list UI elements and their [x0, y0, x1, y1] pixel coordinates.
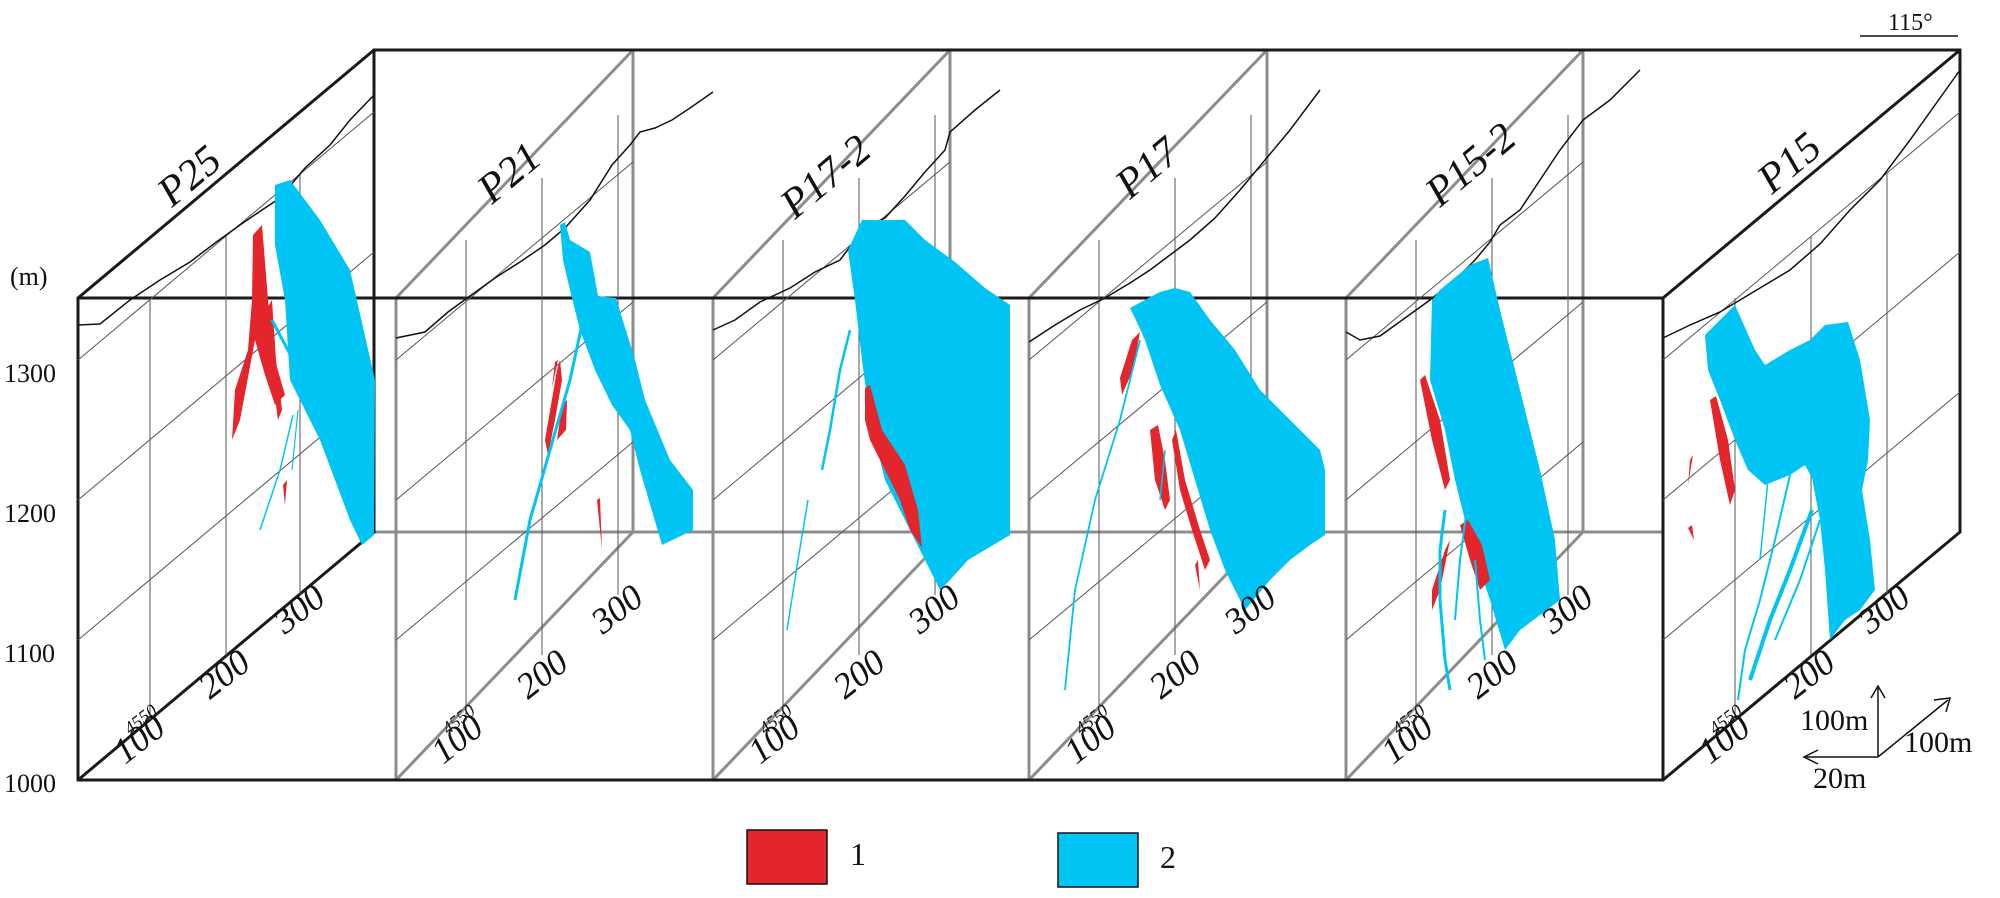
ore-bodies-p15: [1688, 305, 1875, 701]
orientation-label: 115°: [1888, 10, 1933, 36]
legend: 1 2: [746, 829, 1176, 888]
topographic-surface: [77, 69, 1961, 343]
distance-ticks-p17-2: 4550 100 200 300: [740, 577, 967, 772]
legend-swatch-2: [1057, 832, 1139, 888]
elevation-unit-label: (m): [10, 262, 48, 291]
scale-horizontal-label: 20m: [1813, 762, 1866, 795]
section-title-p21: P21: [468, 134, 550, 213]
distance-tick-100: 100: [740, 707, 807, 772]
legend-label-1: 1: [850, 836, 866, 872]
orientation-marker: 115°: [1860, 10, 1958, 37]
distance-tick-300: 300: [900, 577, 968, 642]
distance-tick-200: 200: [190, 642, 257, 707]
distance-tick-300: 300: [1216, 577, 1284, 642]
elevation-tick-1100: 1100: [4, 639, 55, 668]
legend-label-2: 2: [1160, 839, 1176, 875]
distance-tick-300: 300: [265, 577, 333, 642]
ore-bodies-p17: [1064, 288, 1325, 691]
elevation-tick-1300: 1300: [4, 359, 56, 388]
ore-bodies-p17-2: [786, 220, 1010, 631]
section-title-p15: P15: [1748, 124, 1830, 203]
distance-tick-200: 200: [1775, 642, 1842, 707]
distance-tick-100: 100: [423, 707, 490, 772]
scale-depth-label: 100m: [1904, 726, 1972, 759]
ore-bodies-p25: [232, 180, 375, 545]
distance-ticks-p15-2: 4550 100 200 300: [1373, 577, 1600, 772]
section-titles: P25 P21 P17-2 P17 P15-2 P15: [148, 114, 1830, 228]
distance-tick-100: 100: [1690, 707, 1757, 772]
distance-ticks-p15: 4550 100 200 300: [1690, 577, 1917, 772]
distance-ticks-p17: 4550 100 200 300: [1056, 577, 1283, 772]
elevation-tick-1000: 1000: [4, 769, 56, 798]
section-title-p17: P17: [1106, 128, 1190, 209]
scale-bar: [1802, 684, 1952, 765]
ore-bodies-p21: [513, 222, 693, 601]
legend-swatch-1: [746, 829, 828, 885]
elevation-axis: (m) 1300 1200 1100 1000: [4, 262, 56, 798]
distance-ticks-p21: 4550 100 200 300: [423, 577, 650, 772]
elevation-tick-1200: 1200: [4, 499, 56, 528]
ore-bodies-p15-2: [1420, 258, 1560, 691]
distance-tick-100: 100: [1056, 707, 1123, 772]
distance-ticks-p25: 4550 100 200 300: [105, 577, 332, 772]
distance-tick-100: 100: [1373, 707, 1440, 772]
distance-tick-100: 100: [105, 707, 172, 772]
section-title-p25: P25: [148, 137, 230, 216]
distance-tick-300: 300: [583, 577, 651, 642]
scale-vertical-label: 100m: [1800, 704, 1868, 737]
